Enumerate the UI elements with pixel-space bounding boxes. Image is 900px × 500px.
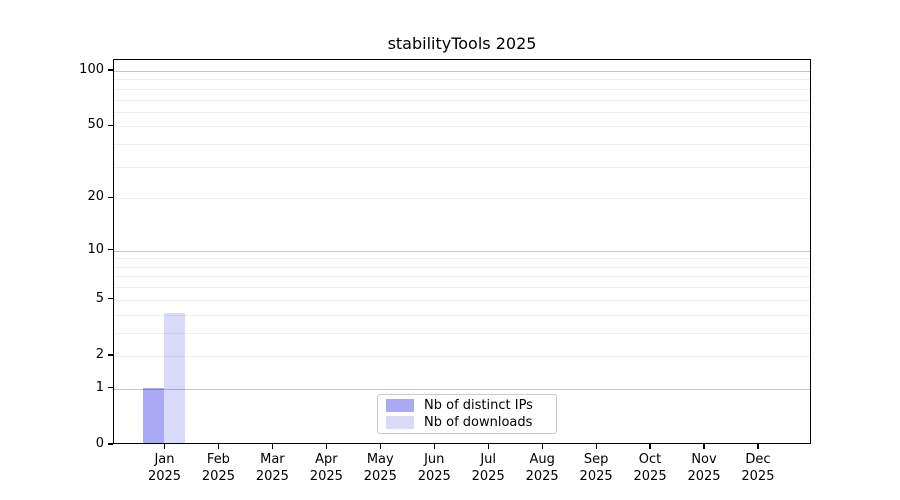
y-tick-label: 1 bbox=[95, 379, 104, 395]
legend: Nb of distinct IPs Nb of downloads bbox=[377, 394, 557, 434]
y-gridline-minor bbox=[114, 88, 810, 90]
y-gridline-minor bbox=[114, 276, 810, 278]
y-tick-mark bbox=[108, 298, 113, 300]
x-tick-label: Dec 2025 bbox=[728, 452, 788, 485]
bar-distinct-ips-jan bbox=[143, 387, 165, 443]
x-tick-month: Sep bbox=[583, 452, 609, 467]
x-tick-month: Nov bbox=[691, 452, 717, 467]
y-gridline-minor bbox=[114, 258, 810, 260]
y-tick-label: 2 bbox=[95, 346, 104, 362]
y-gridline-minor bbox=[114, 79, 810, 81]
x-tick-label: Aug 2025 bbox=[512, 452, 572, 485]
x-tick-month: Jul bbox=[480, 452, 497, 467]
x-tick-mark bbox=[757, 444, 759, 449]
x-tick-label: Jul 2025 bbox=[458, 452, 518, 485]
y-gridline-minor bbox=[114, 198, 810, 200]
y-gridline-minor bbox=[114, 314, 810, 316]
x-tick-month: Feb bbox=[206, 452, 230, 467]
x-tick-label: Jan 2025 bbox=[135, 452, 195, 485]
x-tick-year: 2025 bbox=[525, 468, 559, 484]
x-tick-year: 2025 bbox=[579, 468, 613, 484]
y-gridline-major bbox=[114, 388, 810, 390]
chart-title: stabilityTools 2025 bbox=[387, 34, 537, 53]
y-gridline-major bbox=[114, 71, 810, 72]
x-tick-label: Apr 2025 bbox=[296, 452, 356, 485]
x-tick-year: 2025 bbox=[687, 468, 721, 484]
x-tick-mark bbox=[541, 444, 543, 449]
y-tick-mark bbox=[108, 69, 113, 71]
y-tick-label: 50 bbox=[87, 117, 104, 133]
y-tick-label: 0 bbox=[95, 436, 104, 451]
y-tick-mark bbox=[108, 196, 113, 198]
x-tick-year: 2025 bbox=[417, 468, 451, 484]
x-tick-mark bbox=[487, 444, 489, 449]
x-tick-month: Apr bbox=[315, 452, 338, 467]
x-tick-month: Jan bbox=[154, 452, 175, 467]
x-tick-year: 2025 bbox=[741, 468, 775, 484]
y-tick-mark bbox=[108, 249, 113, 251]
x-tick-mark bbox=[703, 444, 705, 449]
y-gridline-minor bbox=[114, 266, 810, 268]
x-tick-mark bbox=[379, 444, 381, 449]
y-tick-mark bbox=[108, 443, 113, 445]
legend-swatch-downloads bbox=[386, 415, 414, 429]
x-tick-month: Dec bbox=[745, 452, 771, 467]
x-tick-label: Mar 2025 bbox=[242, 452, 302, 485]
x-tick-mark bbox=[163, 444, 166, 449]
legend-swatch-distinct-ips bbox=[386, 399, 414, 413]
x-tick-year: 2025 bbox=[309, 468, 343, 484]
x-tick-label: Jun 2025 bbox=[404, 452, 464, 485]
x-tick-month: Oct bbox=[638, 452, 662, 467]
x-tick-year: 2025 bbox=[147, 468, 182, 484]
x-tick-month: May bbox=[366, 452, 394, 467]
plot-area bbox=[113, 59, 811, 444]
x-tick-mark bbox=[649, 444, 651, 449]
y-gridline-minor bbox=[114, 166, 810, 168]
x-tick-year: 2025 bbox=[471, 468, 505, 484]
y-tick-label: 100 bbox=[79, 62, 104, 77]
x-tick-mark bbox=[325, 444, 327, 449]
legend-item-downloads: Nb of downloads bbox=[386, 415, 548, 430]
y-gridline-minor bbox=[114, 332, 810, 334]
x-tick-year: 2025 bbox=[633, 468, 667, 484]
legend-label-distinct-ips: Nb of distinct IPs bbox=[424, 398, 533, 414]
x-tick-month: Aug bbox=[529, 452, 555, 467]
y-tick-label: 10 bbox=[87, 241, 104, 257]
y-gridline-minor bbox=[114, 144, 810, 146]
legend-label-downloads: Nb of downloads bbox=[424, 414, 533, 430]
x-tick-month: Mar bbox=[260, 452, 285, 467]
bar-downloads-jan bbox=[164, 313, 186, 443]
y-gridline-minor bbox=[114, 111, 810, 113]
x-tick-year: 2025 bbox=[363, 468, 397, 484]
x-tick-mark bbox=[433, 444, 435, 449]
x-tick-label: Oct 2025 bbox=[620, 452, 680, 485]
y-gridline-minor bbox=[114, 287, 810, 289]
y-gridline-major bbox=[114, 250, 810, 252]
x-tick-label: Feb 2025 bbox=[188, 452, 248, 485]
y-tick-mark bbox=[108, 387, 113, 389]
y-gridline-minor bbox=[114, 299, 810, 301]
x-tick-label: May 2025 bbox=[350, 452, 410, 485]
x-tick-month: Jun bbox=[424, 452, 445, 467]
y-tick-label: 20 bbox=[87, 189, 104, 205]
y-tick-mark bbox=[108, 354, 113, 356]
x-tick-year: 2025 bbox=[201, 468, 235, 484]
x-tick-label: Nov 2025 bbox=[674, 452, 734, 485]
x-tick-mark bbox=[271, 444, 273, 449]
legend-item-distinct-ips: Nb of distinct IPs bbox=[386, 398, 548, 413]
y-tick-label: 5 bbox=[95, 290, 104, 306]
y-gridline-minor bbox=[114, 355, 810, 357]
x-tick-mark bbox=[595, 444, 597, 449]
y-tick-mark bbox=[108, 124, 113, 126]
y-gridline-minor bbox=[114, 126, 810, 128]
x-tick-mark bbox=[217, 444, 220, 449]
x-tick-label: Sep 2025 bbox=[566, 452, 626, 485]
y-gridline-minor bbox=[114, 99, 810, 101]
x-tick-year: 2025 bbox=[255, 468, 289, 484]
